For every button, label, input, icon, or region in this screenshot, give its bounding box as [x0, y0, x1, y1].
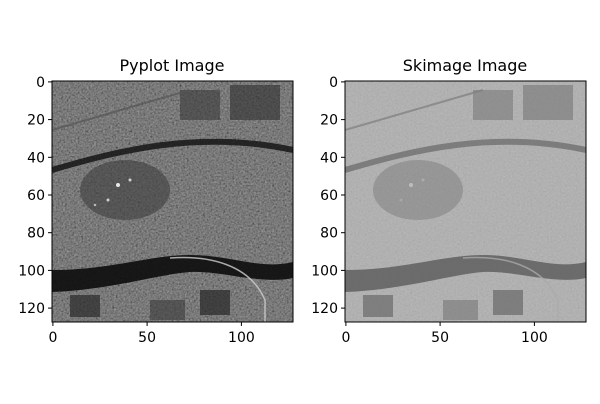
left-panel-title: Pyplot Image: [120, 56, 225, 75]
right-panel-title: Skimage Image: [403, 56, 527, 75]
right-xtick-50: 50: [431, 330, 449, 346]
right-ytick-40: 40: [320, 150, 338, 166]
right-ytick-60: 60: [320, 188, 338, 204]
right-image: [345, 81, 586, 322]
right-panel: Skimage Image 0: [311, 56, 587, 346]
right-ytick-100: 100: [311, 263, 338, 279]
left-image: [52, 81, 293, 322]
left-y-axis: 0 20 40 60 80 100 120: [18, 75, 52, 317]
right-y-axis: 0 20 40 60 80 100 120: [311, 75, 345, 317]
right-xtick-0: 0: [341, 330, 350, 346]
right-ytick-0: 0: [329, 75, 338, 91]
left-axes-frame: [51, 80, 294, 323]
left-ytick-0: 0: [36, 75, 45, 91]
left-ytick-80: 80: [27, 226, 45, 242]
left-xtick-50: 50: [138, 330, 156, 346]
left-ytick-40: 40: [27, 150, 45, 166]
right-ytick-120: 120: [311, 301, 338, 317]
left-xtick-0: 0: [48, 330, 57, 346]
left-panel: Pyplot Image: [18, 56, 294, 346]
left-ytick-20: 20: [27, 113, 45, 129]
right-axes-frame: [344, 80, 587, 323]
right-xtick-100: 100: [521, 330, 548, 346]
left-ytick-120: 120: [18, 301, 45, 317]
right-ytick-20: 20: [320, 113, 338, 129]
right-ytick-80: 80: [320, 226, 338, 242]
right-x-axis: 0 50 100: [341, 322, 548, 346]
left-xtick-100: 100: [228, 330, 255, 346]
left-ytick-60: 60: [27, 188, 45, 204]
left-ytick-100: 100: [18, 263, 45, 279]
left-x-axis: 0 50 100: [48, 322, 255, 346]
